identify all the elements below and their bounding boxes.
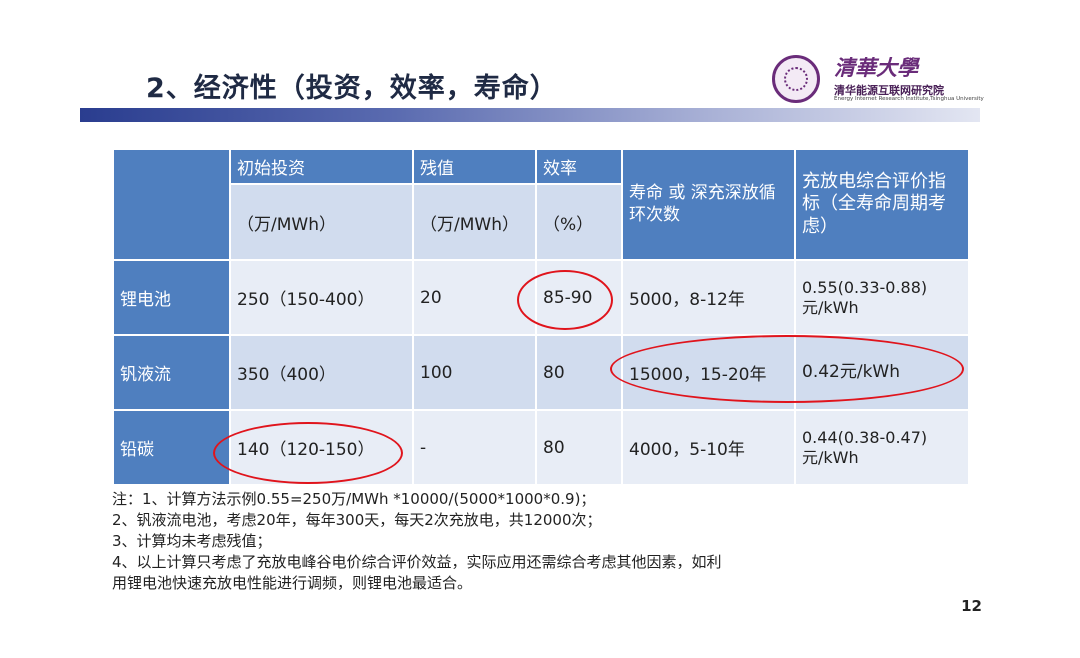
cell-efficiency: 85-90	[535, 259, 623, 336]
row-label: 铅碳	[112, 409, 231, 486]
cell-index: 0.42元/kWh	[794, 334, 970, 411]
cell-lifetime: 5000，8-12年	[621, 259, 796, 336]
economics-table: 初始投资 残值 效率 寿命 或 深充深放循环次数 充放电综合评价指标（全寿命周期…	[112, 148, 970, 486]
row-label: 钒液流	[112, 334, 231, 411]
logo-institute-name: 清华能源互联网研究院	[834, 84, 944, 97]
cell-index: 0.44(0.38-0.47)元/kWh	[794, 409, 970, 486]
note-line: 2、钒液流电池，考虑20年，每年300天，每天2次充放电，共12000次；	[112, 511, 602, 529]
corner-cell	[112, 148, 231, 261]
slide-title: 2、经济性（投资，效率，寿命）	[146, 73, 558, 104]
page-number: 12	[961, 597, 982, 615]
title-underline-bar	[80, 108, 980, 122]
cell-efficiency: 80	[535, 334, 623, 411]
table-row: 钒液流 350（400） 100 80 15000，15-20年 0.42元/k…	[112, 334, 970, 411]
cell-lifetime: 15000，15-20年	[621, 334, 796, 411]
cell-investment: 250（150-400）	[229, 259, 414, 336]
note-line: 4、以上计算只考虑了充放电峰谷电价综合评价效益，实际应用还需综合考虑其他因素，如…	[112, 553, 722, 571]
header-investment: 初始投资	[229, 148, 414, 185]
tsinghua-logo: 清華大學 清华能源互联网研究院 Energy Internet Research…	[772, 55, 992, 105]
header-residual: 残值	[412, 148, 537, 185]
header-row: 初始投资 残值 效率 寿命 或 深充深放循环次数 充放电综合评价指标（全寿命周期…	[112, 148, 970, 261]
footnotes: 注：1、计算方法示例0.55=250万/MWh *10000/(5000*100…	[112, 489, 972, 594]
note-line: 用锂电池快速充放电性能进行调频，则锂电池最适合。	[112, 574, 473, 592]
logo-calligraphy: 清華大學	[834, 55, 918, 80]
unit-residual: （万/MWh）	[412, 183, 537, 261]
logo-english-name: Energy Internet Research Institute,Tsing…	[834, 96, 984, 102]
table-row: 锂电池 250（150-400） 20 85-90 5000，8-12年 0.5…	[112, 259, 970, 336]
note-line: 注：1、计算方法示例0.55=250万/MWh *10000/(5000*100…	[112, 490, 596, 508]
cell-residual: 20	[412, 259, 537, 336]
header-lifetime: 寿命 或 深充深放循环次数	[621, 148, 796, 261]
cell-index: 0.55(0.33-0.88)元/kWh	[794, 259, 970, 336]
row-label: 锂电池	[112, 259, 231, 336]
unit-row: （万/MWh） （万/MWh） （%）	[113, 183, 969, 261]
note-line: 3、计算均未考虑残值；	[112, 532, 272, 550]
university-seal-icon	[772, 55, 820, 103]
table-row: 铅碳 140（120-150） - 80 4000，5-10年 0.44(0.3…	[112, 409, 970, 486]
unit-investment: （万/MWh）	[229, 183, 414, 261]
cell-efficiency: 80	[535, 409, 623, 486]
cell-lifetime: 4000，5-10年	[621, 409, 796, 486]
cell-residual: -	[412, 409, 537, 486]
cell-investment: 350（400）	[229, 334, 414, 411]
unit-efficiency: （%）	[535, 183, 623, 261]
header-index: 充放电综合评价指标（全寿命周期考虑）	[794, 148, 970, 261]
cell-residual: 100	[412, 334, 537, 411]
cell-investment: 140（120-150）	[229, 409, 414, 486]
header-efficiency: 效率	[535, 148, 623, 185]
